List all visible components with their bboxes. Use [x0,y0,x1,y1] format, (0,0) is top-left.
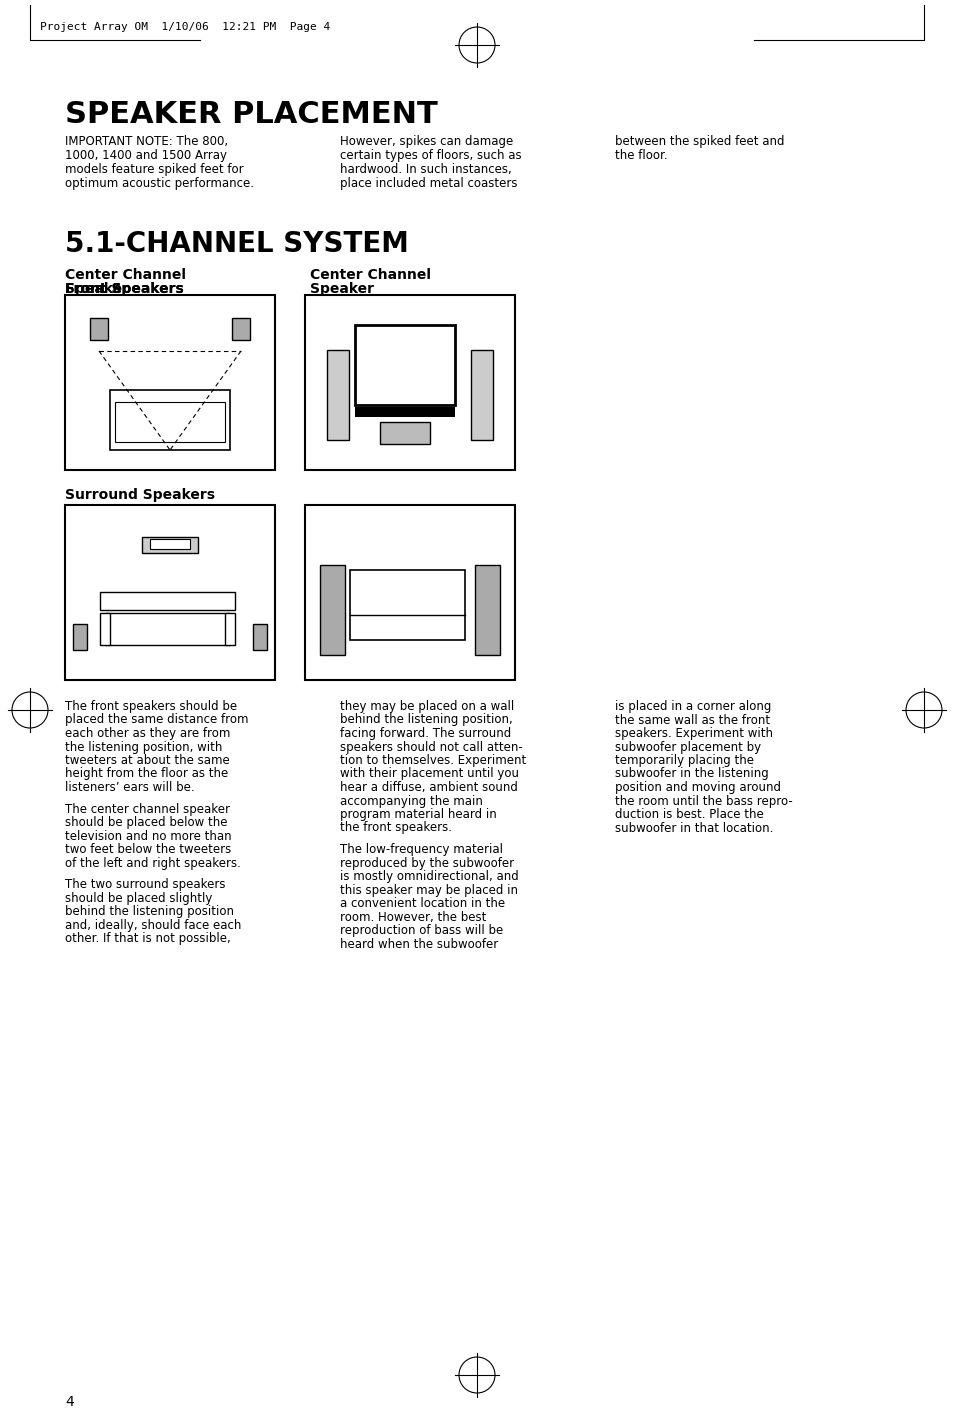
Text: of the left and right speakers.: of the left and right speakers. [65,857,240,870]
Text: a convenient location in the: a convenient location in the [339,897,504,910]
Bar [475,565,499,656]
Bar [305,295,515,470]
Text: behind the listening position,: behind the listening position, [339,714,512,727]
Text: accompanying the main: accompanying the main [339,795,482,807]
Bar [110,390,230,450]
Text: television and no more than: television and no more than [65,830,232,843]
Text: and, ideally, should face each: and, ideally, should face each [65,918,241,932]
Text: position and moving around: position and moving around [615,780,781,795]
Text: tweeters at about the same: tweeters at about the same [65,753,230,768]
Bar [65,505,274,680]
Text: The low-frequency material: The low-frequency material [339,843,502,856]
Text: subwoofer placement by: subwoofer placement by [615,741,760,753]
Text: Project Array OM  1/10/06  12:21 PM  Page 4: Project Array OM 1/10/06 12:21 PM Page 4 [40,23,330,33]
Text: subwoofer in the listening: subwoofer in the listening [615,768,768,780]
Text: tion to themselves. Experiment: tion to themselves. Experiment [339,753,526,768]
Text: reproduced by the subwoofer: reproduced by the subwoofer [339,857,514,870]
Text: The front speakers should be: The front speakers should be [65,700,237,712]
Text: this speaker may be placed in: this speaker may be placed in [339,884,517,897]
Text: subwoofer in that location.: subwoofer in that location. [615,822,773,834]
Bar [90,318,108,341]
Text: Speaker: Speaker [310,282,374,297]
Text: each other as they are from: each other as they are from [65,727,230,739]
Text: height from the floor as the: height from the floor as the [65,768,228,780]
Bar [253,624,267,650]
Bar [379,421,430,444]
Text: IMPORTANT NOTE: The 800,: IMPORTANT NOTE: The 800, [65,135,228,148]
Text: optimum acoustic performance.: optimum acoustic performance. [65,177,253,190]
Text: behind the listening position: behind the listening position [65,905,233,918]
Text: heard when the subwoofer: heard when the subwoofer [339,938,497,951]
Text: the same wall as the front: the same wall as the front [615,714,769,727]
Text: the listening position, with: the listening position, with [65,741,222,753]
Text: is placed in a corner along: is placed in a corner along [615,700,771,712]
Text: certain types of floors, such as: certain types of floors, such as [339,149,521,162]
Text: Speaker: Speaker [65,282,129,297]
Bar [150,539,190,549]
Text: 4: 4 [65,1395,73,1409]
Text: should be placed slightly: should be placed slightly [65,891,213,905]
Text: listeners’ ears will be.: listeners’ ears will be. [65,780,194,795]
Text: is mostly omnidirectional, and: is mostly omnidirectional, and [339,870,518,883]
Text: However, spikes can damage: However, spikes can damage [339,135,513,148]
Text: Center Channel: Center Channel [310,268,431,282]
Text: the room until the bass repro-: the room until the bass repro- [615,795,792,807]
Text: speakers should not call atten-: speakers should not call atten- [339,741,522,753]
Text: 1000, 1400 and 1500 Array: 1000, 1400 and 1500 Array [65,149,227,162]
Bar [350,570,464,640]
Text: 5.1-CHANNEL SYSTEM: 5.1-CHANNEL SYSTEM [65,230,409,258]
Text: The two surround speakers: The two surround speakers [65,878,225,891]
Bar [115,402,225,441]
Bar [305,505,515,680]
Text: placed the same distance from: placed the same distance from [65,714,248,727]
Text: with their placement until you: with their placement until you [339,768,518,780]
Bar [327,350,349,440]
Bar [319,565,345,656]
Text: room. However, the best: room. However, the best [339,911,486,924]
Text: temporarily placing the: temporarily placing the [615,753,753,768]
Bar [100,592,234,610]
Bar [73,624,87,650]
Bar [65,295,274,470]
Bar [100,613,110,646]
Text: they may be placed on a wall: they may be placed on a wall [339,700,514,712]
Text: should be placed below the: should be placed below the [65,816,227,829]
Text: two feet below the tweeters: two feet below the tweeters [65,843,231,856]
Text: duction is best. Place the: duction is best. Place the [615,807,763,822]
Text: Front Speakers: Front Speakers [65,282,184,297]
Text: place included metal coasters: place included metal coasters [339,177,517,190]
Text: hear a diffuse, ambient sound: hear a diffuse, ambient sound [339,780,517,795]
Text: reproduction of bass will be: reproduction of bass will be [339,924,503,937]
Bar [142,536,198,553]
Text: The center channel speaker: The center channel speaker [65,803,230,816]
Text: the floor.: the floor. [615,149,667,162]
Text: program material heard in: program material heard in [339,807,497,822]
Text: hardwood. In such instances,: hardwood. In such instances, [339,163,511,176]
Bar [232,318,250,341]
Bar [225,613,234,646]
Bar [355,407,455,417]
Text: Front Speakers: Front Speakers [65,282,184,297]
Text: the front speakers.: the front speakers. [339,822,452,834]
Text: other. If that is not possible,: other. If that is not possible, [65,932,231,945]
Bar [471,350,493,440]
Bar [105,613,230,646]
Text: between the spiked feet and: between the spiked feet and [615,135,783,148]
Bar [355,325,455,404]
Text: models feature spiked feet for: models feature spiked feet for [65,163,243,176]
Text: facing forward. The surround: facing forward. The surround [339,727,511,739]
Text: speakers. Experiment with: speakers. Experiment with [615,727,772,739]
Text: SPEAKER PLACEMENT: SPEAKER PLACEMENT [65,99,437,129]
Text: Center Channel: Center Channel [65,268,186,282]
Text: Surround Speakers: Surround Speakers [65,488,214,502]
